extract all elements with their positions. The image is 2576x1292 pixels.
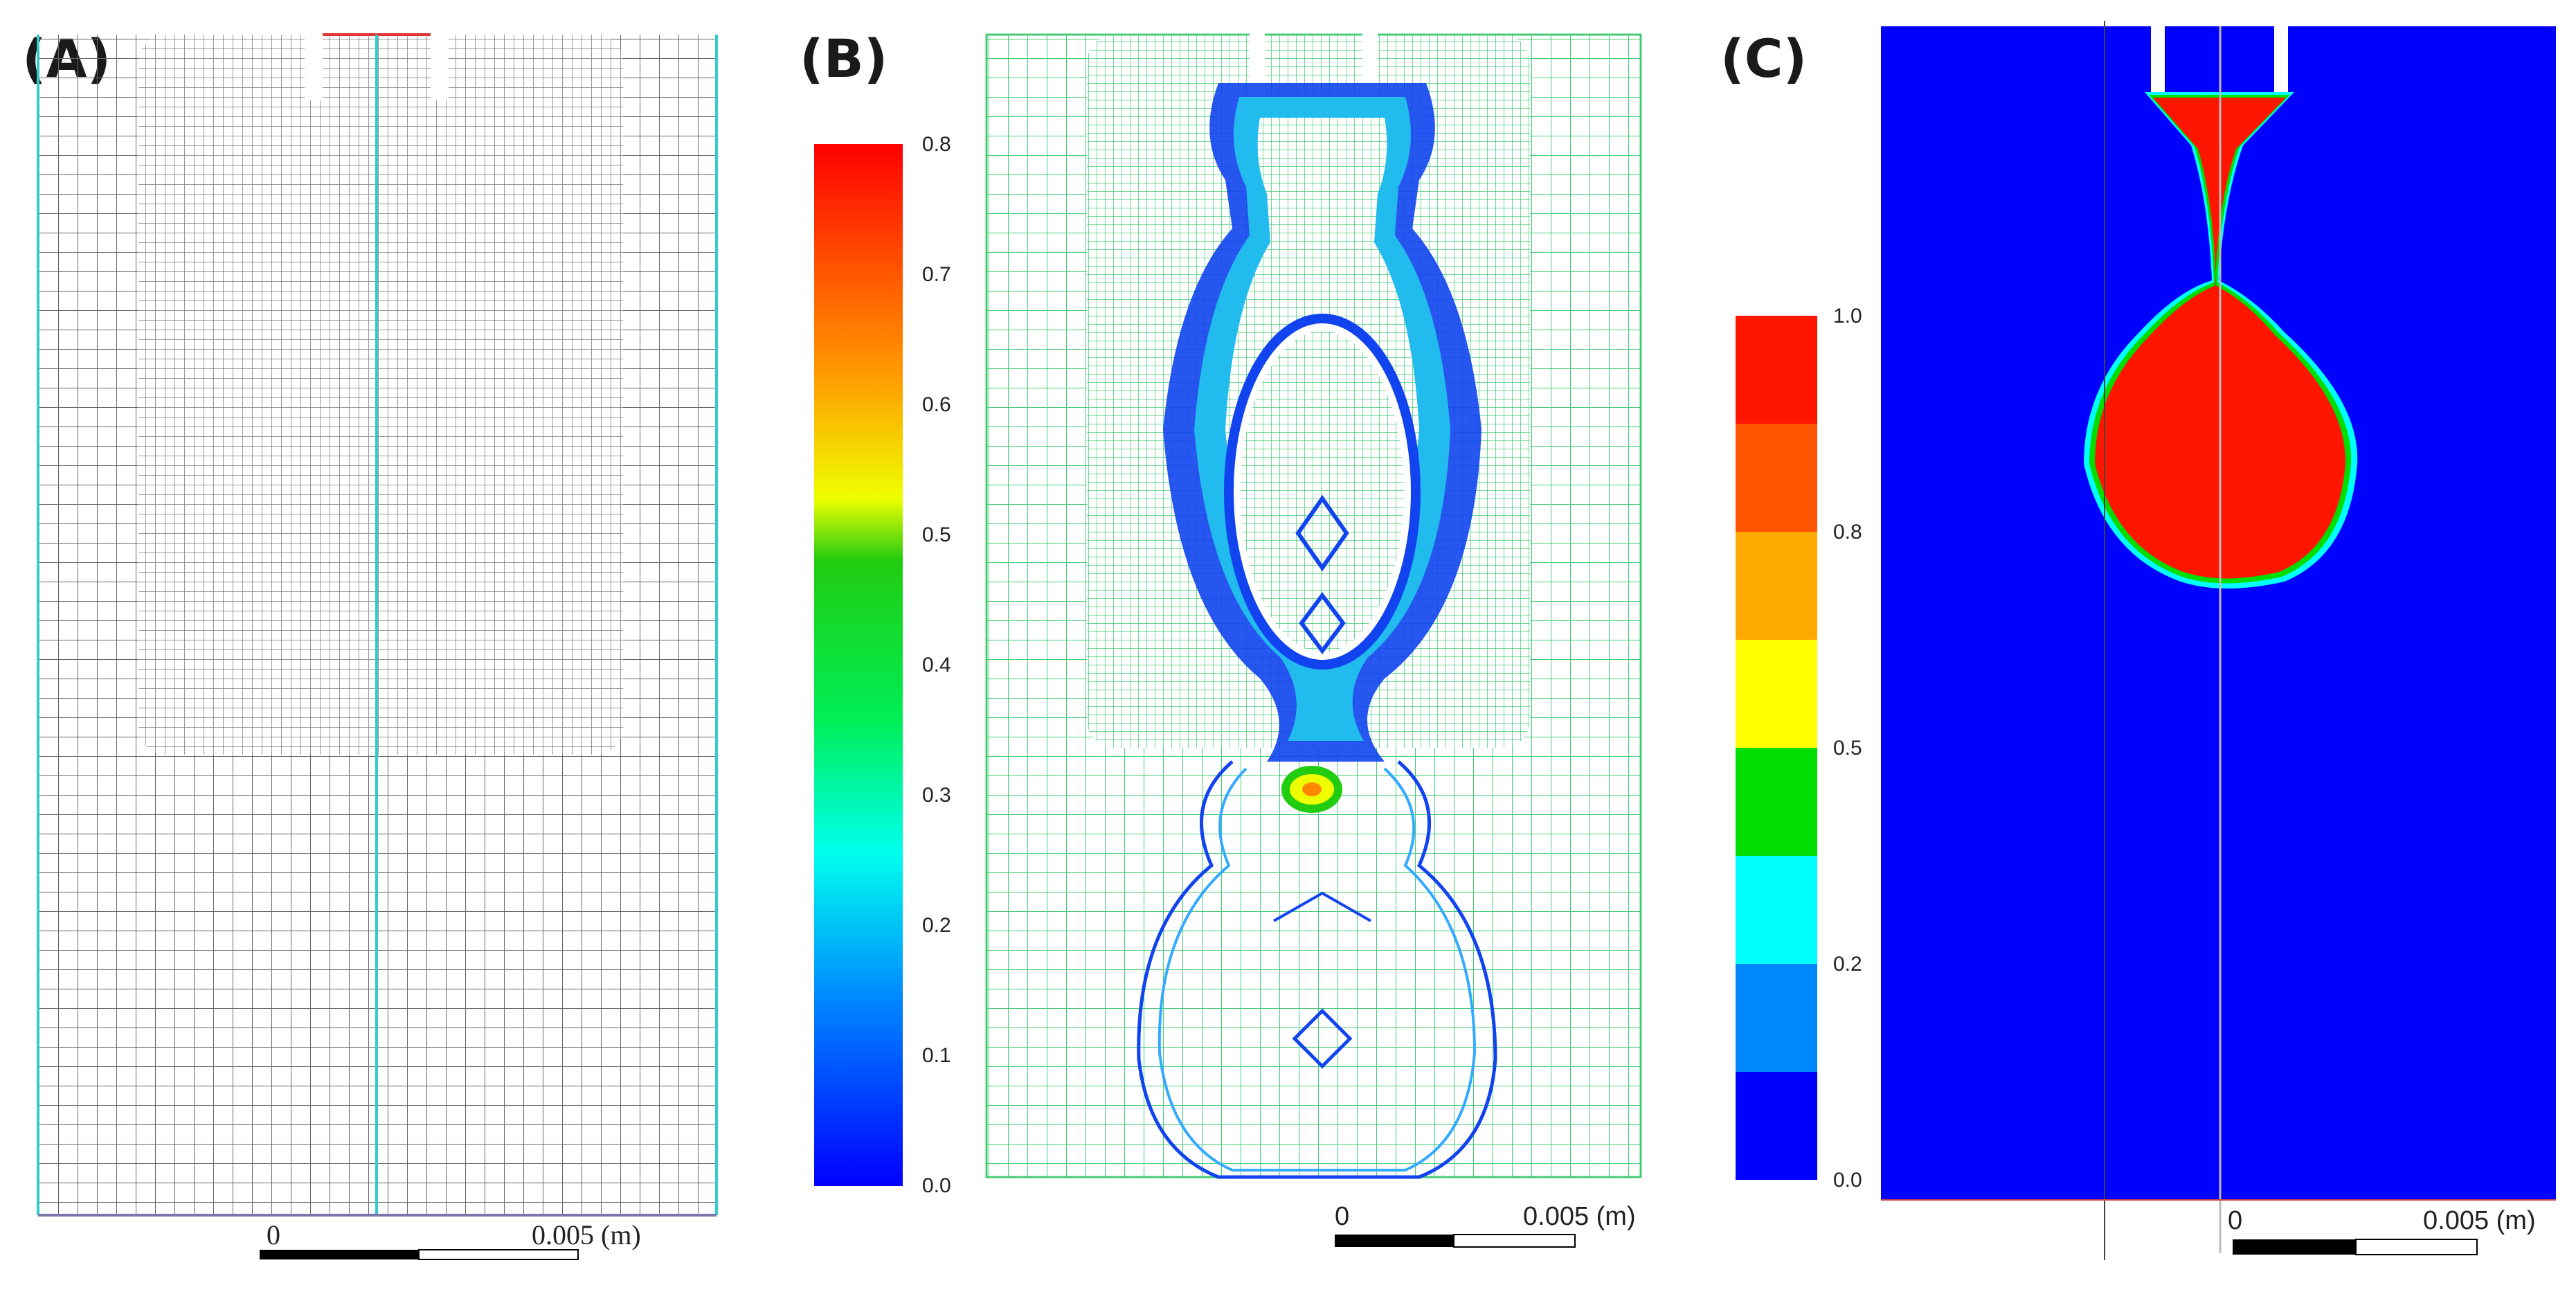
colorbar-c-tick: 0.0 xyxy=(1833,1169,1862,1192)
colorbar-b-tick: 0.1 xyxy=(922,1044,951,1067)
colorbar-c-tick: 0.5 xyxy=(1833,737,1862,760)
nozzle-notch-right xyxy=(431,35,449,100)
colorbar-b-tick: 0.8 xyxy=(922,133,951,156)
nozzle-notch-left xyxy=(305,35,323,100)
scale-c-zero: 0 xyxy=(2228,1206,2243,1235)
inner-diamond xyxy=(1295,494,1349,572)
scale-bar-c-white xyxy=(2355,1239,2478,1255)
colorbar-b-tick: 0.3 xyxy=(922,784,951,807)
scale-bar-a-white xyxy=(418,1249,579,1260)
scale-a-end: 0.005 (m) xyxy=(532,1219,641,1250)
nozzle-notch-right xyxy=(2274,26,2288,92)
scale-bar-b-white xyxy=(1453,1234,1576,1248)
nozzle-notch-left xyxy=(2151,26,2165,92)
colorbar-b-tick: 0.5 xyxy=(922,523,951,546)
scale-bar-a-black xyxy=(260,1250,419,1259)
colorbar-c-tick: 0.2 xyxy=(1833,953,1862,976)
colorbar-b-tick: 0.0 xyxy=(922,1174,951,1197)
scale-bar-b-black xyxy=(1335,1235,1454,1247)
lower-contour xyxy=(1137,760,1497,1179)
scale-b-end: 0.005 (m) xyxy=(1523,1202,1636,1231)
scale-bar-c-black xyxy=(2233,1239,2356,1255)
colorbar-b-tick: 0.6 xyxy=(922,393,951,416)
colorbar-c-tick: 0.8 xyxy=(1833,521,1862,544)
nozzle-notch-right xyxy=(1362,33,1378,96)
nozzle-notch-left xyxy=(1250,33,1265,96)
scale-c-end: 0.005 (m) xyxy=(2423,1206,2536,1235)
panel-b-label: (B) xyxy=(800,28,888,89)
colorbar-b-tick: 0.2 xyxy=(922,914,951,937)
colorbar-b-tick: 0.7 xyxy=(922,263,951,286)
scale-b-zero: 0 xyxy=(1335,1202,1350,1231)
colorbar-c-tick: 1.0 xyxy=(1833,305,1862,328)
scale-a-zero: 0 xyxy=(267,1219,280,1250)
colorbar-b-tick: 0.4 xyxy=(922,654,951,676)
panel-c-label: (C) xyxy=(1720,28,1808,89)
